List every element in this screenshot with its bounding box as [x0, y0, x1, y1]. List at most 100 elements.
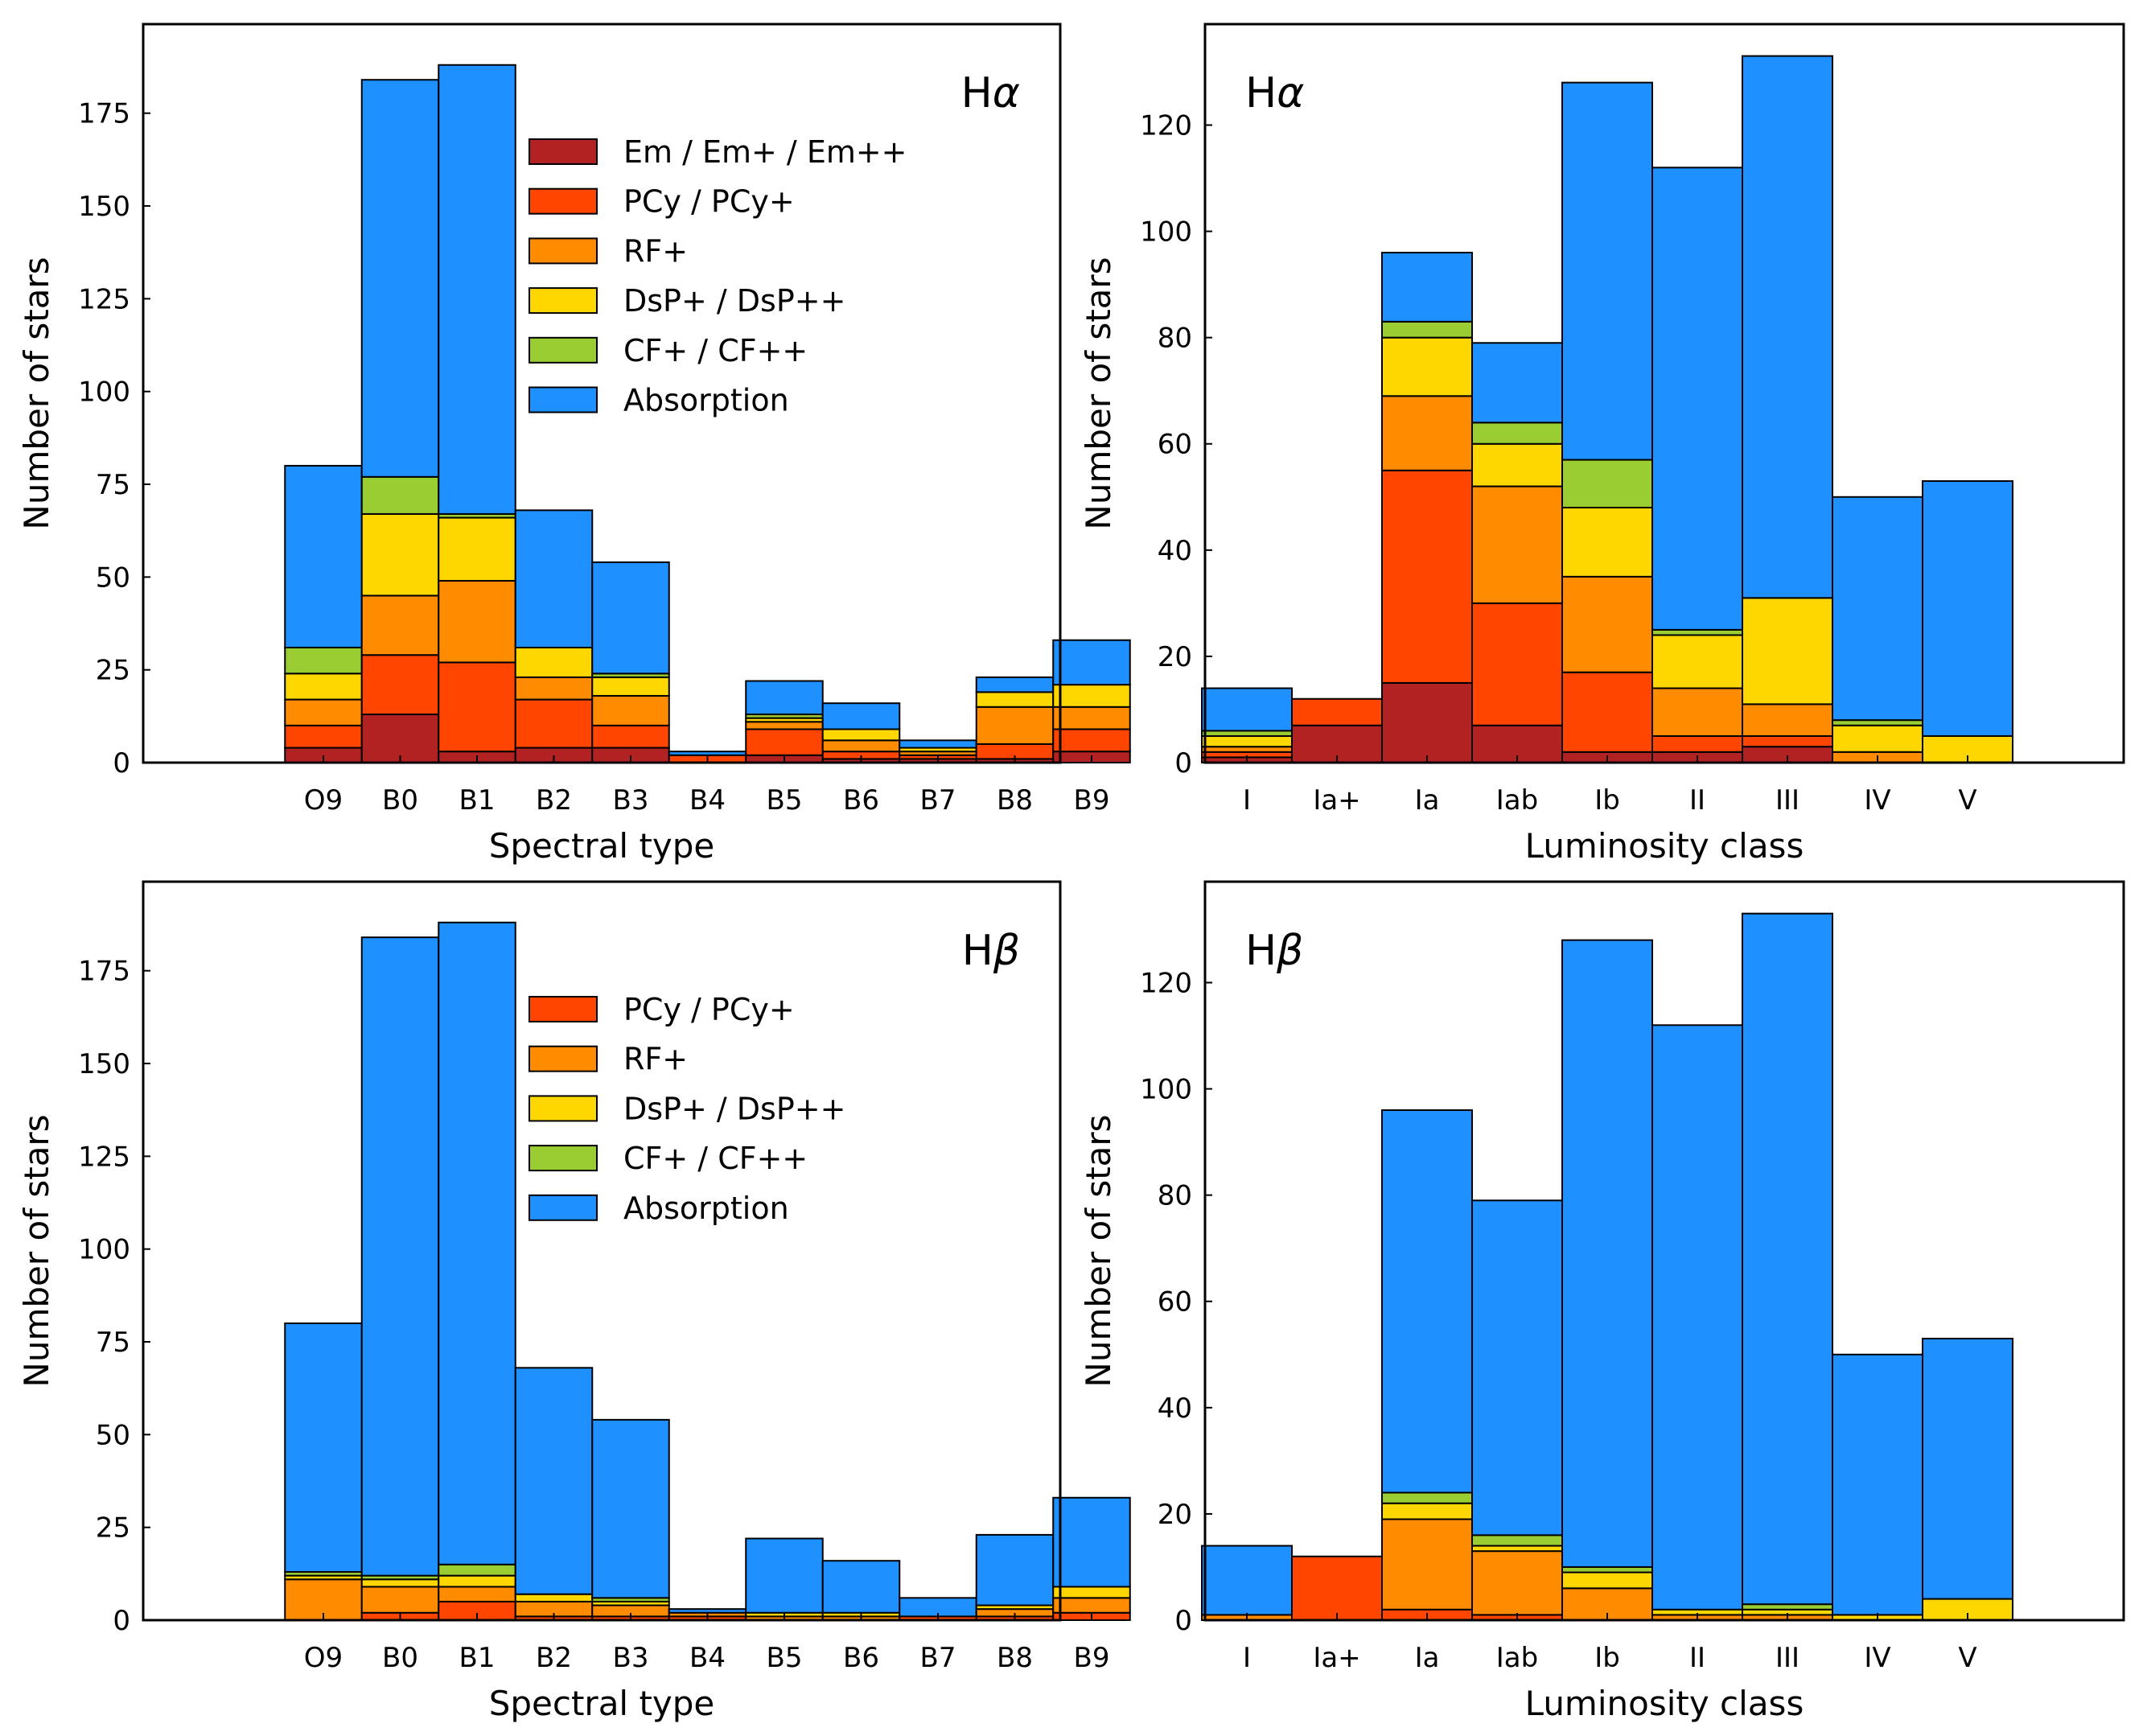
bar-v-absorption [1922, 1337, 2013, 1600]
bar-b7-absorption [899, 739, 977, 749]
x-tick-label-ia: Ia+ [1313, 1642, 1360, 1674]
x-tick-label-b0: B0 [382, 784, 418, 817]
bar-ii-rf [1651, 687, 1743, 737]
x-tick-label-b6: B6 [843, 784, 879, 817]
y-tick-label: 100 [78, 1234, 130, 1266]
bar-b6-absorption [821, 1560, 901, 1614]
legend-label-pcy-pcy: PCy / PCy+ [623, 992, 795, 1027]
bar-iv-dsp-dsp [1832, 724, 1923, 753]
bar-b0-rf [360, 1586, 440, 1614]
x-axis-label: Spectral type [489, 1684, 715, 1723]
bar-b2-rf [514, 676, 594, 701]
bar-iii-rf [1742, 703, 1833, 737]
bar-iab-dsp-dsp [1471, 442, 1563, 487]
bar-b9-absorption [1052, 1496, 1131, 1588]
bar-b3-dsp-dsp [591, 676, 670, 697]
bar-b0-em-em-em [360, 714, 440, 764]
bar-b8-absorption [975, 676, 1055, 693]
panel-title-greek: β [1276, 927, 1303, 975]
legend-swatch-em-em-em [529, 138, 598, 165]
bar-b1-dsp-dsp [438, 516, 516, 582]
y-tick-label: 50 [96, 562, 130, 594]
x-tick-label-b5: B5 [767, 1642, 803, 1674]
x-tick-label-b2: B2 [536, 1642, 572, 1674]
x-tick-label-ia: Ia+ [1313, 784, 1360, 817]
bar-ia-absorption [1381, 1109, 1473, 1494]
x-tick-label-ia: Ia [1415, 1642, 1440, 1674]
x-tick-label-iab: Iab [1496, 784, 1538, 817]
bar-b0-cf-cf [360, 475, 440, 515]
bar-b9-rf [1052, 1597, 1131, 1614]
panel-title-greek: β [993, 927, 1020, 975]
bar-b9-dsp-dsp [1052, 1586, 1131, 1599]
y-tick-label: 60 [1158, 429, 1192, 461]
bar-b6-absorption [821, 702, 901, 730]
y-tick-label: 80 [1158, 323, 1192, 355]
bar-o9-absorption [284, 1322, 363, 1574]
axes-frame [1203, 23, 2125, 764]
panel-title-greek: α [1277, 69, 1304, 117]
x-tick-label-iv: IV [1864, 784, 1890, 817]
y-tick-label: 175 [78, 956, 130, 988]
bar-b0-dsp-dsp [360, 512, 440, 597]
legend-label-pcy-pcy: PCy / PCy+ [623, 184, 795, 220]
x-axis-label: Luminosity class [1525, 1684, 1804, 1723]
x-tick-label-b7: B7 [920, 784, 956, 817]
bar-i-dsp-dsp [1201, 734, 1293, 748]
legend-swatch-pcy-pcy [529, 996, 598, 1022]
bar-v-absorption [1922, 479, 2013, 737]
bar-ia-dsp-dsp [1381, 1502, 1473, 1520]
legend-swatch-rf [529, 237, 598, 265]
legend-label-cf-cf: CF+ / CF++ [623, 1141, 808, 1176]
bar-b4-absorption [668, 1608, 747, 1614]
bar-b5-pcy-pcy [745, 728, 824, 756]
y-tick-label: 0 [1174, 1605, 1192, 1637]
bar-b0-dsp-dsp [360, 1578, 440, 1588]
x-tick-label-iab: Iab [1496, 1642, 1538, 1674]
y-tick-label: 125 [78, 283, 130, 315]
y-axis-label: Number of stars [1079, 1114, 1118, 1387]
bar-o9-absorption [284, 464, 363, 648]
bar-b1-rf [438, 579, 516, 664]
y-axis-label: Number of stars [17, 1114, 56, 1387]
x-tick-label-ii: II [1689, 1642, 1705, 1674]
x-tick-label-iii: III [1775, 784, 1799, 817]
y-axis-label: Number of stars [1079, 257, 1118, 529]
y-tick-label: 0 [113, 747, 130, 780]
y-tick-label: 25 [96, 655, 130, 687]
x-tick-label-i: I [1243, 1642, 1251, 1674]
x-tick-label-iv: IV [1864, 1642, 1890, 1674]
bar-b5-rf [745, 721, 824, 730]
y-tick-label: 100 [1140, 1074, 1192, 1106]
bar-i-absorption [1201, 1545, 1293, 1616]
legend-label-dsp-dsp: DsP+ / DsP++ [623, 1091, 845, 1126]
x-tick-label-b4: B4 [689, 784, 726, 817]
bar-ii-pcy-pcy [1651, 734, 1743, 753]
axes-frame [1203, 880, 2125, 1622]
bar-ia-absorption [1381, 251, 1473, 323]
bar-b0-absorption [360, 79, 440, 478]
bar-ii-dsp-dsp [1651, 634, 1743, 689]
bar-iab-cf-cf [1471, 422, 1563, 445]
bar-b1-pcy-pcy [438, 661, 516, 753]
legend-swatch-cf-cf [529, 1145, 598, 1172]
bar-ia-dsp-dsp [1381, 336, 1473, 397]
y-tick-label: 120 [1140, 109, 1192, 142]
bar-iii-pcy-pcy [1742, 734, 1833, 748]
x-tick-label-b5: B5 [767, 784, 803, 817]
y-tick-label: 60 [1158, 1286, 1192, 1318]
panel-title: Hα [961, 69, 1020, 117]
x-tick-label-b1: B1 [459, 784, 496, 817]
legend-swatch-dsp-dsp [529, 287, 598, 315]
y-tick-label: 20 [1158, 641, 1192, 673]
legend-swatch-absorption [529, 386, 598, 413]
axes-frame [142, 23, 1062, 764]
bar-iab-absorption [1471, 1199, 1563, 1536]
bar-ib-pcy-pcy [1561, 671, 1653, 753]
bar-b3-rf [591, 694, 670, 726]
x-tick-label-ii: II [1689, 784, 1705, 817]
bar-ia-cf-cf [1381, 320, 1473, 339]
y-tick-label: 40 [1158, 535, 1192, 567]
